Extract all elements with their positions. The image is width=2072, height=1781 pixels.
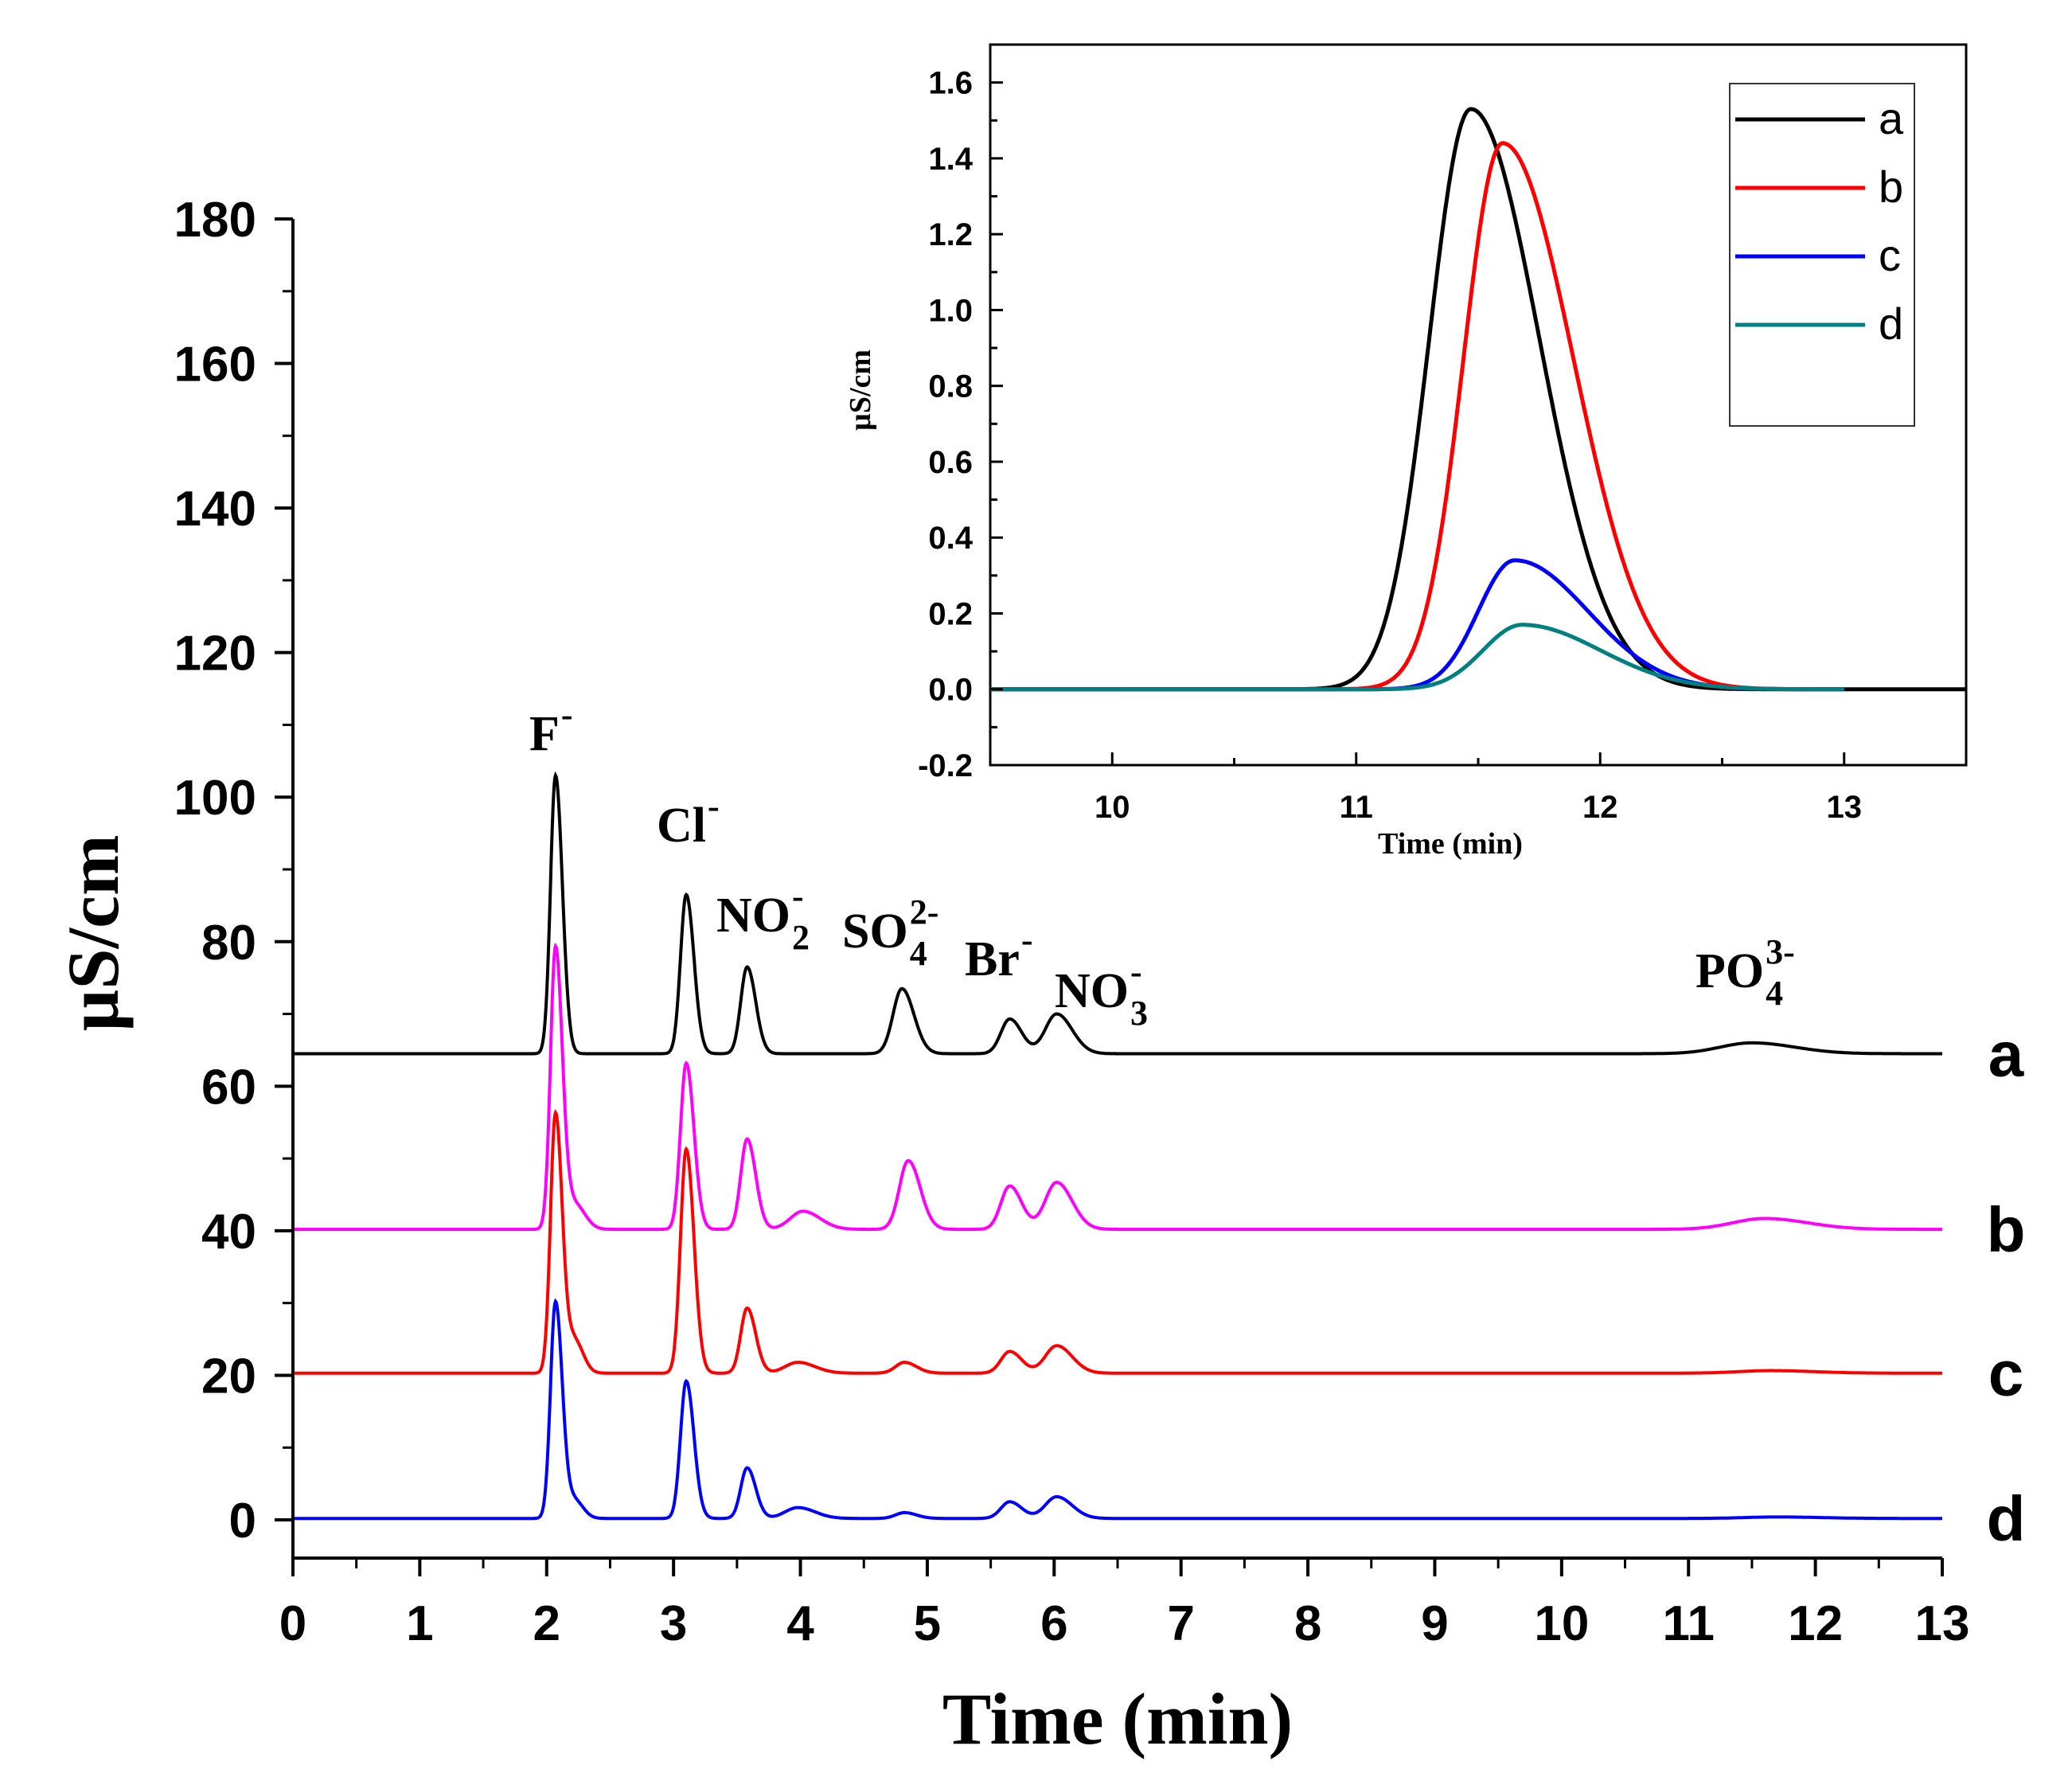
ion-label-no3-charge: - (1130, 952, 1142, 991)
main-x-tick-label: 9 (1421, 1596, 1448, 1651)
ion-label-br-charge: - (1021, 920, 1033, 959)
inset-trace-d (990, 623, 1844, 692)
ion-label-cl: Cl (657, 799, 706, 853)
main-traces (293, 771, 1942, 1521)
main-x-ticks: 0 1 2 3 4 5 6 7 8 9 10 11 12 13 (279, 1558, 1970, 1651)
main-chart: 0 1 2 3 4 5 6 7 8 9 10 11 12 13 020406080100120140160… (53, 193, 2025, 1760)
inset-y-tick-label: 1.4 (928, 142, 973, 177)
main-y-axis-title: µS/cm (53, 834, 134, 1031)
ion-label-br: Br (965, 932, 1020, 986)
main-y-tick-label: 180 (174, 193, 256, 248)
inset-x-tick-label: 13 (1827, 790, 1863, 825)
ion-label-no3: NO (1055, 964, 1129, 1018)
inset-x-tick-label: 10 (1095, 790, 1130, 825)
legend-label-d: d (1879, 299, 1903, 349)
main-y-ticks: 0 20 40 60 80 100 120 140 160 180 (174, 193, 293, 1549)
trace-label-a: a (1988, 1018, 2024, 1089)
inset-chart: 10 11 12 13 -0.2 0.0 0.2 0.4 0.6 0.8 1.0 1.2 1.4 1.6… (844, 43, 1968, 861)
inset-y-tick-label: 1.6 (928, 66, 973, 101)
main-x-tick-label: 5 (914, 1596, 941, 1651)
ion-label-cl-charge: - (708, 787, 720, 826)
main-y-tick-label: 160 (174, 338, 256, 393)
main-x-tick-label: 6 (1040, 1596, 1067, 1651)
main-trace-labels: a b c d (1987, 1018, 2026, 1554)
inset-y-tick-label: 1.0 (928, 293, 973, 328)
main-x-tick-label: 13 (1915, 1596, 1970, 1651)
main-trace-d (293, 1298, 1942, 1521)
main-x-tick-label: 1 (406, 1596, 433, 1651)
main-x-tick-label: 11 (1662, 1596, 1715, 1651)
inset-y-tick-label: 0.8 (928, 369, 973, 404)
main-x-tick-label: 2 (533, 1596, 560, 1651)
main-y-tick-label: 20 (201, 1349, 256, 1404)
main-trace-c (293, 1108, 1942, 1375)
ion-label-f: F (529, 707, 560, 761)
ion-label-f-charge: - (561, 695, 573, 734)
main-trace-a (293, 771, 1942, 1056)
inset-y-tick-label: 0.6 (928, 445, 973, 480)
main-x-tick-label: 10 (1534, 1596, 1589, 1651)
ion-label-so4: SO (842, 904, 908, 959)
main-x-tick-label: 12 (1788, 1596, 1843, 1651)
main-y-tick-label: 60 (201, 1060, 256, 1115)
main-trace-b (293, 942, 1942, 1232)
main-x-tick-label: 8 (1294, 1596, 1321, 1651)
inset-x-axis-title: Time (min) (1378, 827, 1523, 861)
main-x-tick-label: 3 (660, 1596, 687, 1651)
ion-label-po4-charge: 3- (1766, 932, 1795, 971)
trace-label-b: b (1987, 1194, 2026, 1265)
inset-y-tick-label: 0.2 (928, 596, 973, 631)
main-y-tick-label: 40 (201, 1205, 256, 1260)
trace-label-c: c (1988, 1338, 2024, 1409)
trace-label-d: d (1987, 1483, 2026, 1554)
inset-x-tick-label: 12 (1582, 790, 1618, 825)
inset-x-ticks: 10 11 12 13 (989, 752, 1968, 825)
main-y-tick-label: 140 (174, 482, 256, 537)
inset-y-tick-label: -0.2 (918, 748, 973, 783)
main-x-tick-label: 0 (279, 1596, 306, 1651)
inset-traces (990, 107, 1966, 692)
inset-y-tick-label: 0.0 (928, 673, 973, 708)
legend-label-a: a (1879, 93, 1904, 143)
ion-label-no2-subscript: 2 (792, 918, 810, 957)
main-y-tick-label: 0 (229, 1494, 256, 1549)
legend-label-c: c (1879, 230, 1901, 280)
main-y-tick-label: 80 (201, 916, 256, 971)
ion-label-po4: PO (1695, 944, 1764, 998)
inset-y-ticks: -0.2 0.0 0.2 0.4 0.6 0.8 1.0 1.2 1.4 1.6 (918, 66, 1003, 783)
main-x-tick-label: 7 (1167, 1596, 1194, 1651)
ion-label-so4-charge: 2- (910, 892, 939, 932)
ion-label-no2-charge: - (792, 877, 804, 916)
legend-label-b: b (1879, 162, 1903, 212)
inset-y-tick-label: 0.4 (928, 521, 973, 556)
main-x-tick-label: 4 (786, 1596, 814, 1651)
inset-y-axis-title: µS/cm (844, 350, 877, 431)
main-x-axis-title: Time (min) (942, 1678, 1293, 1760)
ion-labels: F -Cl -NO -2 SO 2-4 Br -NO -3PO 3-4 (529, 695, 1795, 1033)
ion-label-no3-subscript: 3 (1130, 994, 1148, 1033)
ion-label-no2: NO (716, 889, 790, 943)
inset-y-tick-label: 1.2 (928, 217, 973, 252)
main-y-tick-label: 120 (174, 627, 256, 682)
inset-x-tick-label: 11 (1340, 790, 1373, 825)
ion-label-po4-subscript: 4 (1766, 974, 1783, 1013)
main-y-tick-label: 100 (174, 771, 256, 826)
ion-label-so4-subscript: 4 (910, 934, 927, 973)
